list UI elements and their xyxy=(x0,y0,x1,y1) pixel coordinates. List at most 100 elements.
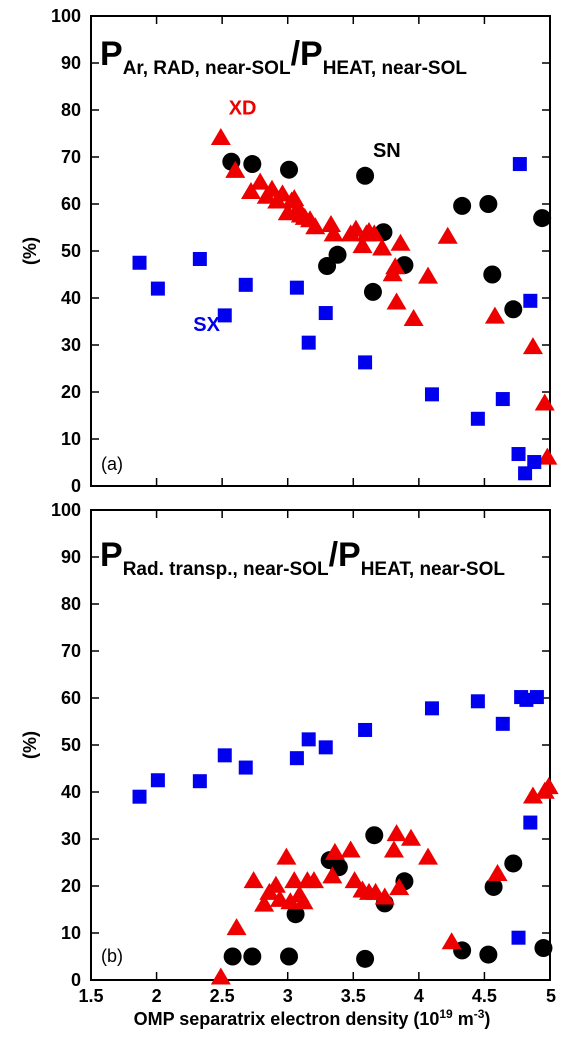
sx-point xyxy=(518,466,533,481)
series-label-sx: SX xyxy=(193,314,220,336)
sx-point xyxy=(527,455,542,470)
x-axis-title: OMP separatrix electron density (1019 m-… xyxy=(134,1007,491,1029)
sx-point xyxy=(192,251,207,266)
x-tick-label: 2 xyxy=(152,986,162,1006)
xd-point xyxy=(374,887,395,905)
panel-b-x-ticks: 1.5 2 2.5 3 3.5 4 4.5 5 xyxy=(78,510,556,1006)
sn-point xyxy=(328,245,347,264)
y-tick-label: 60 xyxy=(61,194,81,214)
xd-point xyxy=(522,337,543,355)
sx-point xyxy=(511,930,526,945)
x-tick-label: 5 xyxy=(546,986,556,1006)
xd-point xyxy=(280,892,301,910)
sn-point xyxy=(534,939,553,958)
sn-point xyxy=(356,949,375,968)
sx-point xyxy=(238,760,253,775)
panel-a-title-p1: P xyxy=(100,35,123,73)
y-tick-label: 0 xyxy=(71,970,81,990)
xd-point xyxy=(390,233,411,251)
xd-point xyxy=(538,777,559,795)
sn-point xyxy=(533,209,552,228)
xd-point xyxy=(345,219,366,237)
sx-point xyxy=(289,280,304,295)
y-tick-label: 30 xyxy=(61,829,81,849)
xd-point xyxy=(385,257,406,275)
x-axis-title-main: OMP separatrix electron density (10 xyxy=(134,1009,440,1029)
panel-a-title-sub2: HEAT, near-SOL xyxy=(323,58,468,79)
panel-b: PRad. transp., near-SOL/PHEAT, near-SOL … xyxy=(20,500,559,1006)
sn-point xyxy=(504,854,523,873)
series-label-sn: SN xyxy=(373,140,401,162)
xd-point xyxy=(324,842,345,860)
sx-point xyxy=(470,411,485,426)
sx-point xyxy=(150,773,165,788)
y-tick-label: 70 xyxy=(61,641,81,661)
y-tick-label: 100 xyxy=(51,500,81,520)
panel-b-title-slash: /P xyxy=(329,536,361,574)
sx-point xyxy=(217,748,232,763)
xd-point xyxy=(389,878,410,896)
xd-point xyxy=(322,866,343,884)
xd-point xyxy=(226,918,247,936)
sn-point xyxy=(479,945,498,964)
panel-a-y-ticks: 0 10 20 30 40 50 60 70 80 90 100 xyxy=(51,6,550,496)
y-tick-label: 30 xyxy=(61,335,81,355)
xd-point xyxy=(276,847,297,865)
panel-a-title-slash: /P xyxy=(291,35,323,73)
y-tick-label: 20 xyxy=(61,876,81,896)
xd-point xyxy=(437,226,458,244)
panel-a-title-sub1: Ar, RAD, near-SOL xyxy=(123,58,291,79)
xd-point xyxy=(418,266,439,284)
y-tick-label: 80 xyxy=(61,100,81,120)
xd-point xyxy=(210,967,231,985)
xd-point xyxy=(522,786,543,804)
xd-point xyxy=(265,875,286,893)
panel-a-tag: (a) xyxy=(101,454,123,474)
x-axis-title-sup2: -3 xyxy=(474,1007,485,1021)
x-axis-title-mid: m xyxy=(453,1009,474,1029)
sn-point xyxy=(243,155,262,174)
sn-point xyxy=(483,265,502,284)
xd-point xyxy=(403,308,424,326)
y-tick-label: 50 xyxy=(61,735,81,755)
y-tick-label: 80 xyxy=(61,594,81,614)
xd-point xyxy=(277,203,298,221)
sn-point xyxy=(243,947,262,966)
xd-point xyxy=(210,128,231,145)
y-tick-label: 10 xyxy=(61,923,81,943)
xd-point xyxy=(305,217,326,235)
sx-point xyxy=(512,157,527,172)
y-tick-label: 70 xyxy=(61,147,81,167)
sx-point xyxy=(132,789,147,804)
y-tick-label: 50 xyxy=(61,241,81,261)
panel-b-marks xyxy=(132,690,559,985)
xd-point xyxy=(303,871,324,889)
series-label-xd: XD xyxy=(229,98,257,120)
sn-point xyxy=(280,160,299,179)
sn-point xyxy=(479,195,498,213)
sx-point xyxy=(523,815,538,830)
sn-point xyxy=(286,905,305,924)
panel-b-title: PRad. transp., near-SOL/PHEAT, near-SOL xyxy=(100,536,505,580)
x-axis-title-sup: 19 xyxy=(439,1007,453,1021)
xd-point xyxy=(487,864,508,882)
panel-b-title-sub2: HEAT, near-SOL xyxy=(361,559,506,580)
xd-point xyxy=(400,828,421,846)
sx-point xyxy=(511,447,526,462)
xd-point xyxy=(441,932,462,950)
xd-point xyxy=(344,871,365,889)
sx-point xyxy=(192,774,207,789)
y-tick-label: 90 xyxy=(61,547,81,567)
x-tick-label: 1.5 xyxy=(78,986,103,1006)
panel-b-title-sub1: Rad. transp., near-SOL xyxy=(123,559,329,580)
sx-point xyxy=(301,335,316,350)
y-tick-label: 90 xyxy=(61,53,81,73)
sn-point xyxy=(365,826,384,845)
panel-b-y-ticks: 0 10 20 30 40 50 60 70 80 90 100 xyxy=(51,500,550,990)
x-tick-label: 3 xyxy=(283,986,293,1006)
sx-point xyxy=(424,387,439,402)
x-tick-label: 4.5 xyxy=(472,986,497,1006)
xd-point xyxy=(250,172,271,190)
y-tick-label: 20 xyxy=(61,382,81,402)
